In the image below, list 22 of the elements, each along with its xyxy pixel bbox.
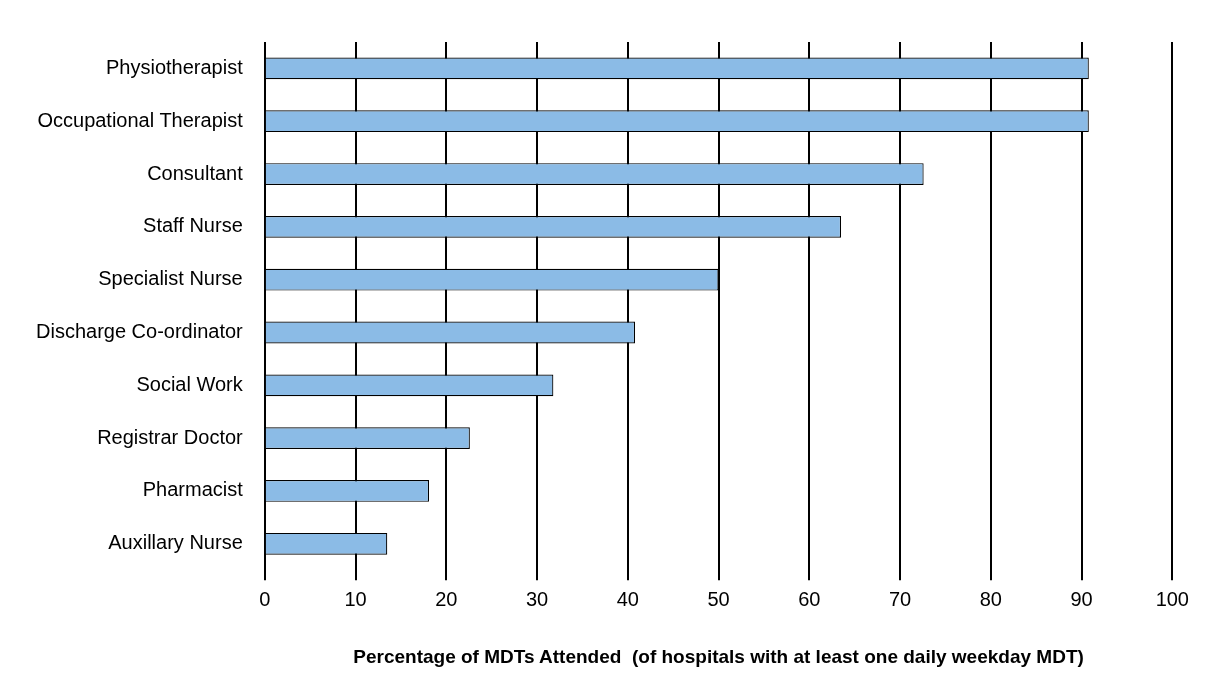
- x-tick-label: 10: [344, 587, 367, 610]
- x-tick-label: 0: [259, 587, 271, 610]
- x-tick-label: 50: [707, 587, 730, 610]
- y-tick-label: Consultant: [147, 161, 244, 184]
- x-tick-label: 40: [616, 587, 639, 610]
- x-tick-label: 80: [979, 587, 1002, 610]
- x-tick-label: 20: [435, 587, 458, 610]
- y-tick-label: Pharmacist: [142, 478, 244, 501]
- y-tick-label: Social Work: [136, 372, 244, 395]
- x-tick-label: 30: [525, 587, 549, 610]
- y-tick-label: Registrar Doctor: [97, 425, 244, 448]
- x-axis-title: Percentage of MDTs Attended (of hospitals with at least one daily weekday MDT): [353, 645, 1084, 667]
- y-tick-label: Staff Nurse: [143, 214, 243, 237]
- y-tick-label: Specialist Nurse: [98, 267, 243, 290]
- y-tick-label: Physiotherapist: [106, 55, 244, 78]
- x-tick-label: 100: [1155, 587, 1189, 610]
- x-tick-label: 70: [888, 587, 912, 610]
- x-tick-label: 60: [798, 587, 821, 610]
- y-tick-label: Auxillary Nurse: [108, 531, 243, 554]
- y-tick-label: Discharge Co-ordinator: [35, 320, 244, 343]
- y-tick-label: Occupational Therapist: [37, 108, 244, 131]
- x-tick-label: 90: [1070, 587, 1093, 610]
